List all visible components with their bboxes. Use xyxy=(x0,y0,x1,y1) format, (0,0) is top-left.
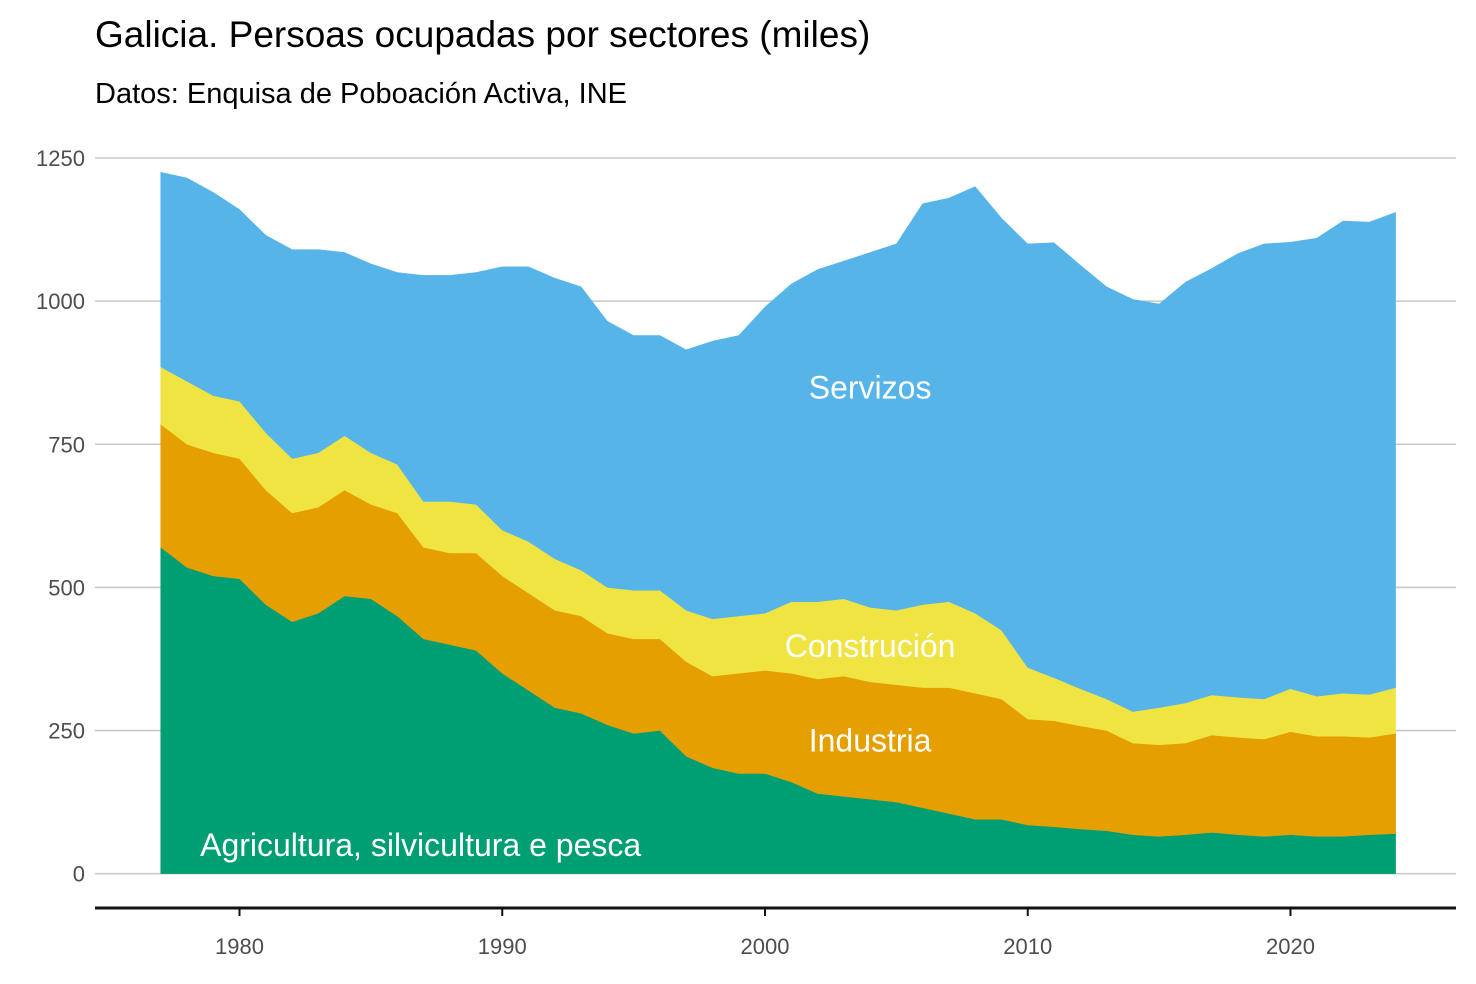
x-tick-label: 2010 xyxy=(1003,934,1052,959)
y-tick-label: 0 xyxy=(73,862,85,887)
x-axis xyxy=(95,906,1456,916)
y-tick-label: 1000 xyxy=(36,289,85,314)
x-tick-label: 1990 xyxy=(478,934,527,959)
x-tick-label: 2020 xyxy=(1266,934,1315,959)
x-tick-label: 2000 xyxy=(741,934,790,959)
area-servizos xyxy=(160,171,1396,712)
label-industria: Industria xyxy=(809,723,932,759)
label-construcion: Construción xyxy=(785,628,956,664)
chart-subtitle: Datos: Enquisa de Poboación Activa, INE xyxy=(95,78,627,110)
series-labels: Agricultura, silvicultura e pesca Industr… xyxy=(200,369,955,863)
y-tick-label: 250 xyxy=(48,719,85,744)
series-areas xyxy=(160,171,1396,874)
label-agricultura: Agricultura, silvicultura e pesca xyxy=(200,827,641,863)
y-tick-label: 1250 xyxy=(36,146,85,171)
y-axis: 0 250 500 750 1000 1250 xyxy=(36,146,85,887)
y-tick-label: 500 xyxy=(48,575,85,600)
x-tick-labels: 1980 1990 2000 2010 2020 xyxy=(215,934,1315,959)
y-tick-label: 750 xyxy=(48,432,85,457)
x-tick-label: 1980 xyxy=(215,934,264,959)
chart-title: Galicia. Persoas ocupadas por sectores (… xyxy=(95,14,871,55)
label-servizos: Servizos xyxy=(809,369,932,405)
